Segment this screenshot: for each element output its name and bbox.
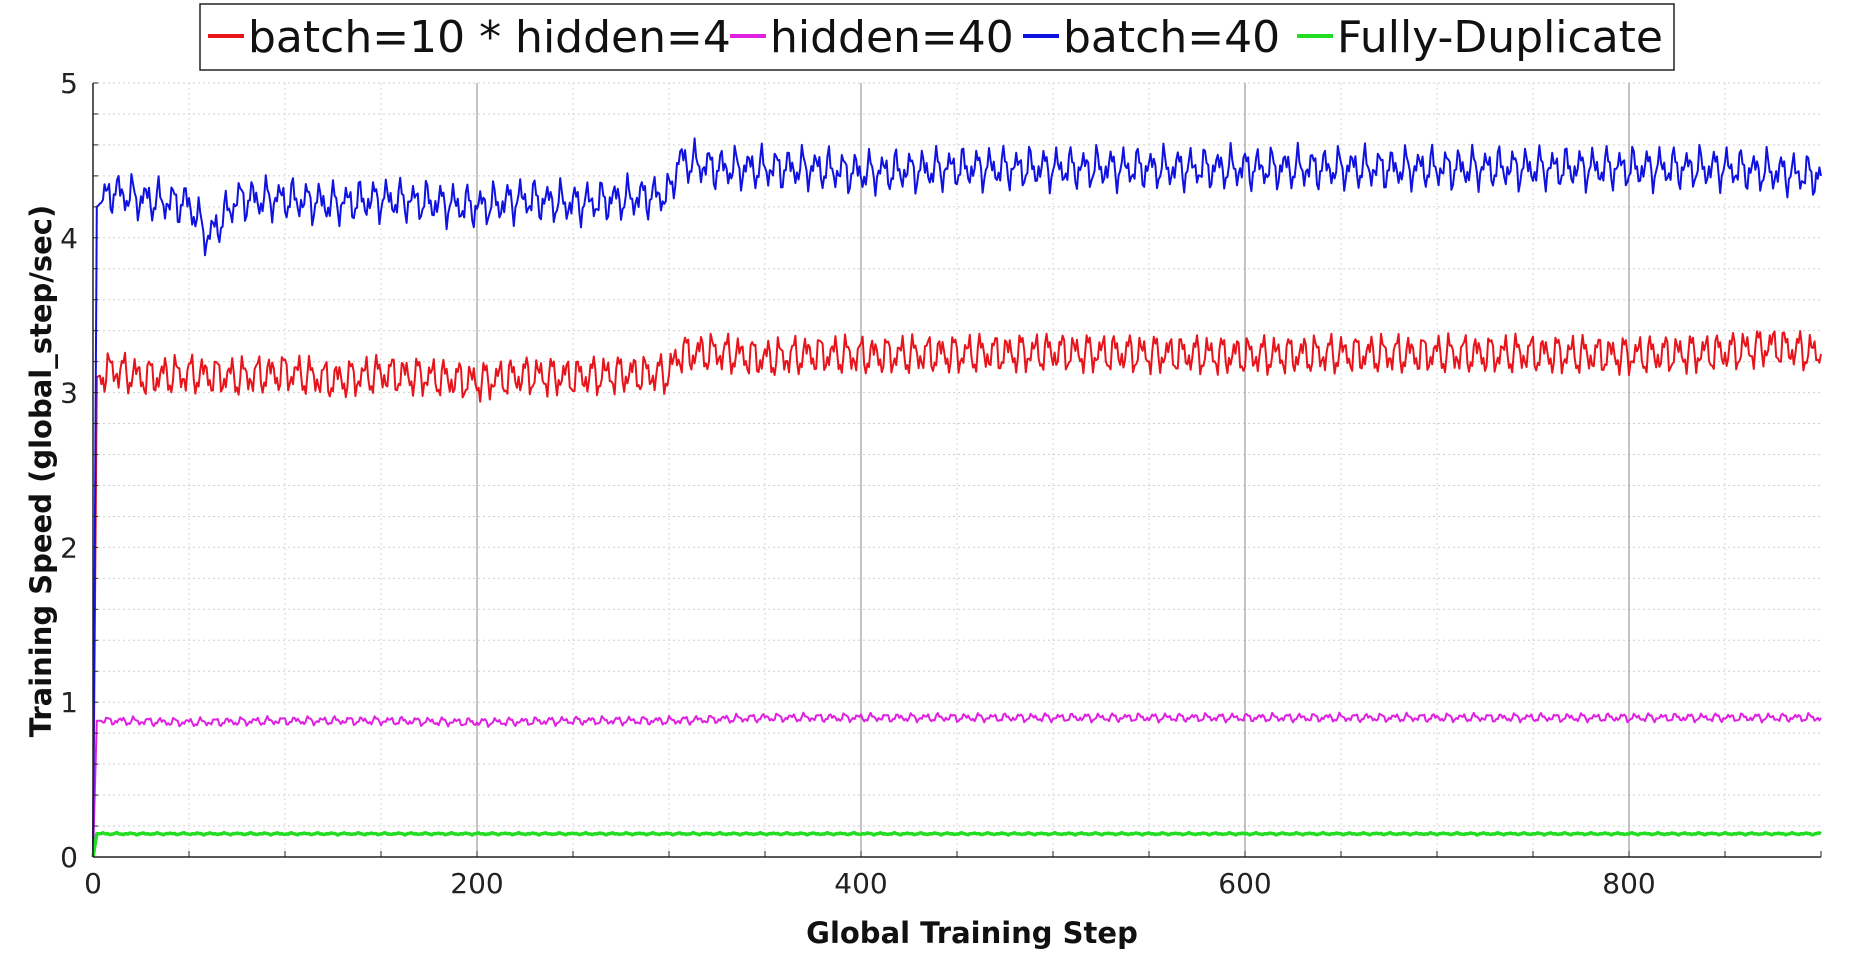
legend-label: batch=40 [1063,12,1280,63]
series-lines [91,137,1822,858]
series-line-2 [92,711,1822,858]
x-tick-label: 0 [84,867,102,900]
x-axis-title: Global Training Step [806,916,1138,950]
grid [93,82,1821,858]
legend-label: Fully-Duplicate [1337,12,1663,63]
x-tick-label: 400 [834,867,887,900]
x-tick-label: 800 [1602,867,1655,900]
y-tick-label: 5 [60,67,78,100]
legend: batch=10 * hidden=4 hidden=40 batch=40 Full… [199,3,1675,71]
series-line-1 [92,330,1822,858]
y-axis-title: Training Speed (global_step/sec) [24,205,58,738]
y-tick-label: 4 [60,222,78,255]
y-tick-label: 0 [60,841,78,874]
series-line-3 [92,137,1822,858]
y-tick-label: 3 [60,377,78,410]
tick-labels: 0 200 400 600 800 0 1 2 3 4 5 [60,67,1656,900]
legend-box [199,3,1675,71]
x-tick-label: 600 [1218,867,1271,900]
axes [92,82,1822,858]
y-tick-label: 2 [60,531,78,564]
legend-label: batch=10 * hidden=4 [248,12,731,63]
legend-label: hidden=40 [770,12,1014,63]
series-line-4 [91,830,1822,858]
x-tick-label: 200 [450,867,503,900]
y-tick-label: 1 [60,686,78,719]
